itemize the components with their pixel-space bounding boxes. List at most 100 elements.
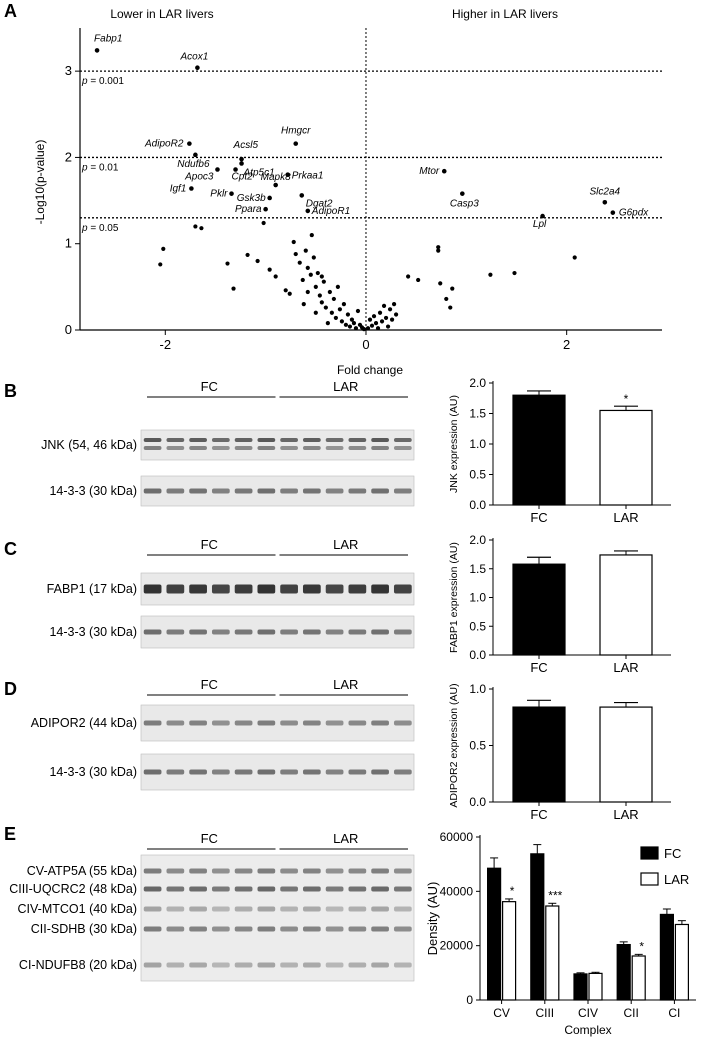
blot-band bbox=[257, 906, 276, 912]
blot-band bbox=[234, 769, 253, 775]
y-axis-label: FABP1 expression (AU) bbox=[448, 542, 460, 653]
data-point bbox=[436, 245, 441, 250]
data-point bbox=[323, 305, 328, 310]
blot-band bbox=[302, 584, 321, 594]
data-point bbox=[308, 272, 313, 277]
data-point bbox=[331, 296, 336, 302]
blot-band bbox=[371, 584, 389, 594]
data-point bbox=[245, 252, 250, 258]
data-point bbox=[347, 324, 353, 329]
bar-fc-ciii bbox=[530, 853, 545, 1001]
bar-lar bbox=[599, 706, 653, 803]
data-point bbox=[297, 260, 302, 265]
blot-band bbox=[302, 926, 321, 932]
volcano-axes: 0 1 2 3 -2 0 2 bbox=[65, 28, 662, 352]
labeled-point-slc2a4 bbox=[602, 199, 608, 205]
y-tick-label: 1.0 bbox=[469, 591, 486, 605]
y-tick-label: 0.0 bbox=[469, 795, 486, 809]
y-tick-label: 0 bbox=[65, 322, 72, 337]
labeled-point-adipor1 bbox=[305, 208, 311, 214]
labeled-point-mtor bbox=[441, 168, 447, 174]
blot-band bbox=[325, 720, 344, 726]
blot-band bbox=[189, 446, 207, 450]
data-point bbox=[416, 277, 421, 283]
blot-band bbox=[393, 720, 412, 726]
volcano-points bbox=[94, 48, 616, 332]
blot-band bbox=[189, 886, 207, 892]
bar-lar-ci bbox=[674, 923, 690, 1001]
blot-band bbox=[189, 488, 207, 494]
bar-fc-cii bbox=[616, 943, 631, 1001]
bar-chart-c: 0.0 0.5 1.0 1.5 2.0 FABP1 expression (AU) FC LA… bbox=[448, 533, 671, 675]
blot-strip bbox=[140, 429, 415, 461]
blot-row-label: 14-3-3 (30 kDa) bbox=[49, 625, 137, 639]
blot-band bbox=[393, 962, 412, 968]
blot-band bbox=[371, 488, 389, 494]
threshold-label: p = 0.01 bbox=[81, 162, 119, 173]
bar-fc-ci bbox=[659, 913, 675, 1001]
blot-band bbox=[393, 488, 412, 494]
blot-band bbox=[143, 720, 162, 726]
y-axis-label: ADIPOR2 expression (AU) bbox=[448, 683, 460, 807]
gene-label-adipor2: AdipoR2 bbox=[144, 139, 184, 150]
x-tick-label: LAR bbox=[613, 510, 638, 525]
bar-lar-civ bbox=[588, 972, 603, 1001]
blot-band bbox=[280, 868, 298, 874]
panel-letter-c: C bbox=[4, 539, 17, 559]
labeled-point-mapk8 bbox=[273, 182, 278, 188]
x-tick-label: FC bbox=[530, 510, 547, 525]
y-tick-label: 0.5 bbox=[469, 739, 486, 753]
blot-band bbox=[257, 868, 276, 874]
blot-band bbox=[393, 438, 412, 442]
blot-band bbox=[234, 926, 253, 932]
x-tick-label: CI bbox=[668, 1006, 680, 1020]
data-point bbox=[512, 270, 517, 276]
blot-band bbox=[393, 868, 412, 874]
blot-row-label: FABP1 (17 kDa) bbox=[47, 582, 137, 596]
blot-band bbox=[143, 868, 162, 874]
blot-row-label: CI-NDUFB8 (20 kDa) bbox=[19, 958, 137, 972]
western-blot-e: FC LAR CV-ATP5A (55 kDa) CIII-UQCRC2 (48 kD… bbox=[9, 831, 415, 982]
threshold-label: p = 0.001 bbox=[81, 76, 124, 87]
data-point bbox=[231, 286, 236, 291]
x-tick-label: LAR bbox=[613, 660, 638, 675]
labeled-point-cpt2 bbox=[233, 167, 238, 172]
data-point bbox=[309, 232, 314, 238]
labeled-point-casp3 bbox=[460, 191, 465, 196]
labeled-point-fabp1 bbox=[94, 48, 100, 53]
blot-band bbox=[189, 629, 207, 635]
blot-band bbox=[211, 584, 230, 594]
blot-band bbox=[143, 769, 162, 775]
blot-strip bbox=[140, 753, 415, 791]
x-tick-label: FC bbox=[530, 660, 547, 675]
labeled-point-igf1 bbox=[189, 186, 194, 191]
region-label-lower: Lower in LAR livers bbox=[110, 7, 213, 21]
blot-band bbox=[302, 446, 321, 450]
blot-band bbox=[371, 868, 389, 874]
blot-strip bbox=[140, 704, 415, 742]
group-label-lar: LAR bbox=[333, 831, 358, 846]
blot-band bbox=[371, 769, 389, 775]
blot-band bbox=[302, 488, 321, 494]
blot-band bbox=[348, 488, 367, 494]
labeled-point-adipor2 bbox=[187, 141, 192, 146]
blot-band bbox=[211, 868, 230, 874]
blot-row-label: JNK (54, 46 kDa) bbox=[41, 438, 137, 452]
blot-band bbox=[211, 886, 230, 892]
data-point bbox=[337, 307, 342, 312]
y-tick-label: 1.5 bbox=[469, 407, 486, 421]
blot-row-label: CIII-UQCRC2 (48 kDa) bbox=[9, 882, 137, 896]
data-point bbox=[349, 317, 355, 322]
blot-band bbox=[371, 926, 389, 932]
blot-row-label: CIV-MTCO1 (40 kDa) bbox=[18, 902, 137, 916]
blot-band bbox=[325, 584, 344, 594]
data-point bbox=[199, 226, 204, 231]
gene-label-fabp1: Fabp1 bbox=[94, 33, 122, 44]
y-tick-label: 1.5 bbox=[469, 562, 486, 576]
y-tick-label: 2.0 bbox=[469, 533, 486, 547]
group-label-fc: FC bbox=[201, 677, 218, 692]
blot-band bbox=[325, 488, 344, 494]
blot-band bbox=[234, 720, 253, 726]
blot-band bbox=[348, 720, 367, 726]
labeled-point-acox1 bbox=[195, 65, 200, 70]
